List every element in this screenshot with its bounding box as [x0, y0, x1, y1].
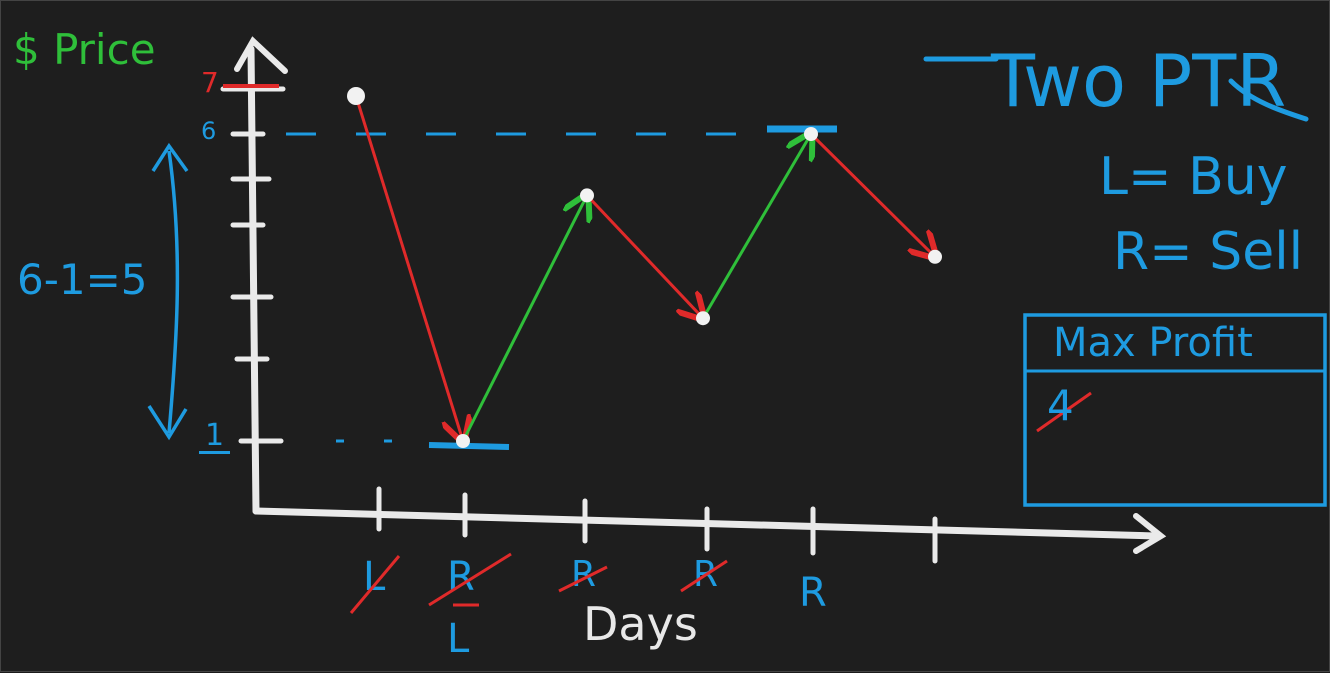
day-label-1: L: [363, 554, 386, 600]
max-profit-header: Max Profit: [1053, 320, 1253, 366]
series-segment-1: [354, 95, 463, 441]
series-segment-3: [585, 194, 703, 318]
data-point-3: [580, 188, 594, 203]
tick-label-6: 6: [201, 117, 217, 145]
tick-label-7: 7: [201, 66, 219, 99]
range-note: 6-1=5: [17, 255, 148, 304]
data-point-4: [696, 311, 710, 326]
series-segment-2: [461, 195, 587, 442]
range-arrow-top: [151, 142, 189, 173]
day-label-3: R: [571, 554, 597, 595]
y-axis: [247, 45, 260, 515]
price-series: [347, 87, 942, 448]
x-ticks: [376, 486, 938, 564]
data-point-1: [347, 87, 365, 105]
series-segment-5: [809, 132, 935, 257]
y-ticks: [220, 86, 286, 444]
title: Two PTR: [991, 39, 1287, 123]
series-segment-4: [701, 134, 811, 319]
range-arrow-bottom: [147, 405, 188, 441]
max-profit-value: 4: [1047, 381, 1074, 430]
title-flourish: [1228, 78, 1309, 122]
day-label-5: R: [799, 570, 827, 616]
legend-sell: R= Sell: [1113, 222, 1304, 282]
x-axis-label: Days: [583, 597, 698, 651]
day-label-2: R: [447, 554, 475, 600]
y-axis-label: $ Price: [13, 25, 156, 74]
range-arrow: [167, 150, 180, 434]
legend-buy: L= Buy: [1099, 147, 1288, 207]
data-point-2: [456, 434, 470, 448]
buy-marker: [428, 442, 510, 450]
data-point-5: [804, 127, 818, 141]
data-point-6: [928, 249, 942, 264]
x-axis-arrowhead: [1133, 513, 1167, 554]
y-axis-arrowhead: [234, 36, 288, 74]
max-profit-strike: [1036, 391, 1092, 433]
day-label-2-below: L: [447, 616, 470, 662]
tick-label-1: 1: [199, 421, 231, 454]
day-label-4: R: [693, 554, 719, 595]
x-axis: [252, 507, 1160, 540]
max-profit-box: [1023, 313, 1327, 507]
